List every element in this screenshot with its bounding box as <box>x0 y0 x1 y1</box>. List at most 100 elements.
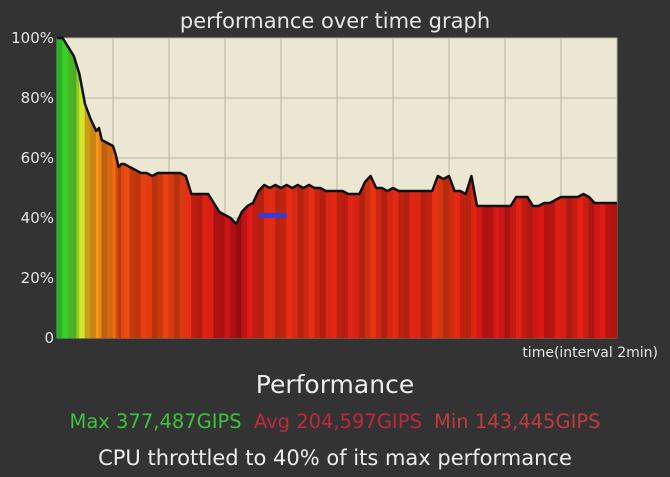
area-segment <box>493 205 500 339</box>
area-segment <box>426 190 433 339</box>
area-segment <box>95 127 100 339</box>
area-segment <box>325 190 332 339</box>
area-segment <box>605 202 612 339</box>
area-segment <box>297 184 304 339</box>
area-segment <box>319 187 327 339</box>
area-segment <box>560 196 567 339</box>
area-segment <box>611 202 618 339</box>
area-segment <box>448 175 455 339</box>
area-segment <box>263 184 271 339</box>
area-segment <box>403 190 411 339</box>
area-segment <box>398 190 405 339</box>
area-segment <box>364 175 371 339</box>
area-segment <box>129 166 136 339</box>
area-segment <box>549 199 556 339</box>
y-tick-label: 60% <box>21 149 54 167</box>
area-segment <box>241 205 248 339</box>
area-segment <box>90 118 97 339</box>
area-segment <box>79 73 86 339</box>
area-segment <box>252 190 259 339</box>
area-segment <box>515 196 523 339</box>
area-segment <box>415 190 422 339</box>
area-segment <box>247 202 254 339</box>
area-segment <box>151 172 159 339</box>
area-segment <box>219 211 226 339</box>
area-segment <box>67 45 75 339</box>
area-segment <box>123 163 131 339</box>
y-tick-label: 100% <box>11 29 54 47</box>
area-segment <box>499 205 506 339</box>
area-segment <box>381 187 388 339</box>
area-segment <box>521 196 528 339</box>
area-segment <box>179 172 187 339</box>
area-segment <box>258 184 265 339</box>
area-segment <box>121 163 125 339</box>
area-segment <box>532 205 539 339</box>
area-segment <box>409 190 416 339</box>
performance-graph: 0 20% 40% 60% 80% 100% time(interval 2min) <box>11 29 658 360</box>
area-segment <box>308 184 315 339</box>
area-segment <box>538 202 545 339</box>
area-segment <box>191 193 198 339</box>
area-segment <box>118 163 122 339</box>
area-segment <box>107 142 114 339</box>
min-performance: Min 143,445GIPS <box>434 410 601 433</box>
area-segment <box>275 184 282 339</box>
area-segment <box>543 202 551 339</box>
area-segment <box>476 205 483 339</box>
area-segment <box>174 172 181 339</box>
area-segment <box>224 214 231 339</box>
area-segment <box>342 190 349 339</box>
graph-title: performance over time graph <box>179 9 491 33</box>
area-segment <box>146 172 153 339</box>
throttle-summary: CPU throttled to 40% of its max performa… <box>98 446 572 470</box>
area-segment <box>157 172 164 339</box>
y-tick-label: 20% <box>21 269 54 287</box>
area-segment <box>577 193 584 339</box>
area-segment <box>213 201 220 339</box>
area-segment <box>594 202 601 339</box>
area-segment <box>73 55 77 339</box>
area-segment <box>347 193 355 339</box>
x-axis-label: time(interval 2min) <box>522 345 658 360</box>
max-performance: Max 377,487GIPS <box>69 410 242 433</box>
area-segment <box>280 184 287 339</box>
area-segment <box>202 193 209 339</box>
area-segment <box>571 196 579 339</box>
area-segment <box>331 190 338 339</box>
area-segment <box>392 187 399 339</box>
area-segment <box>235 211 243 339</box>
area-segment <box>269 184 276 339</box>
area-segment <box>140 172 147 339</box>
area-segment <box>482 205 489 339</box>
performance-line <box>57 36 617 226</box>
area-segment <box>291 184 299 339</box>
area-segment <box>84 103 91 339</box>
area-segment <box>454 190 461 339</box>
area-segment <box>98 127 103 339</box>
area-segment <box>62 36 69 339</box>
y-tick-label: 0 <box>44 329 54 347</box>
area-segment <box>207 192 215 339</box>
area-segment <box>387 187 394 339</box>
area-segment <box>375 187 383 339</box>
area-segment <box>163 172 170 339</box>
area-segment <box>303 184 310 339</box>
area-segment <box>527 195 534 339</box>
area-segment <box>588 196 595 339</box>
area-segment <box>185 175 192 339</box>
area-segment <box>566 196 573 339</box>
area-segment <box>583 193 590 339</box>
avg-performance: Avg 204,597GIPS <box>253 410 422 433</box>
area-segment <box>437 175 444 339</box>
area-segment <box>314 187 321 339</box>
y-axis-ticks: 0 20% 40% 60% 80% 100% <box>11 29 54 347</box>
area-segment <box>56 37 63 339</box>
area-segment <box>359 181 366 339</box>
area-segment <box>504 205 511 339</box>
y-tick-label: 40% <box>21 209 54 227</box>
area-segment <box>112 145 117 339</box>
area-segment <box>115 154 119 339</box>
area-segment <box>353 193 360 339</box>
area-segment <box>465 175 472 339</box>
